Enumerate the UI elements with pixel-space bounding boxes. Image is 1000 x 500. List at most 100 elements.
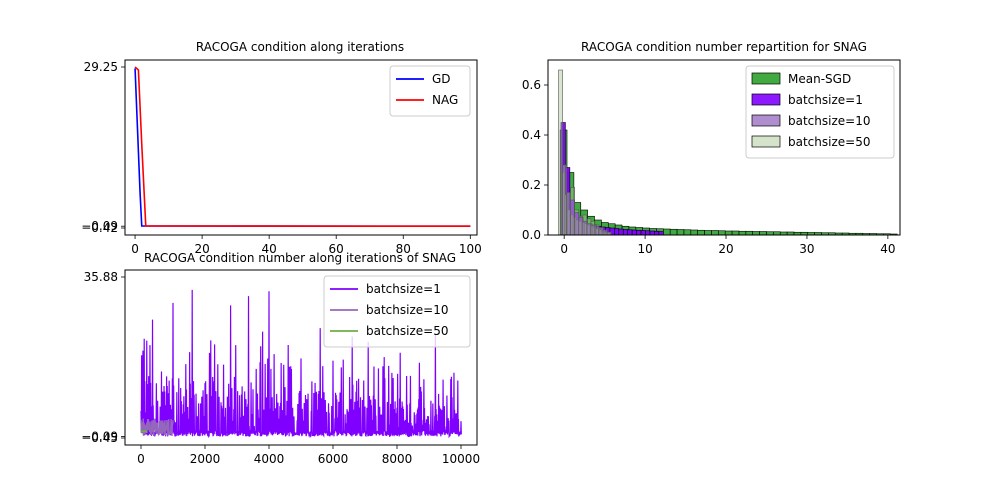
hist-bar	[636, 229, 642, 236]
y-tick-label: 35.88	[84, 270, 118, 284]
legend-swatch	[751, 72, 781, 85]
hist-bar	[683, 229, 692, 236]
hist-bar	[594, 224, 600, 236]
legend-box	[389, 65, 471, 117]
legend-box	[745, 65, 895, 159]
hist-bar	[711, 230, 719, 236]
x-tick-label: 0	[137, 452, 145, 466]
legend-label: GD	[432, 72, 451, 86]
legend-label: batchsize=1	[788, 93, 863, 107]
legend-swatch	[751, 135, 781, 148]
gd-nag-line-chart: RACOGA condition along iterations 0 20 40 6…	[81, 40, 482, 256]
series-line-batchsize-50	[140, 429, 148, 434]
plot-area: 0 10 20 30 40 0.0 0.2 0.4 0.6	[522, 69, 898, 256]
plot-area: 0 2000 4000 6000 8000 10000 35.88 −0.09−0.45	[81, 270, 480, 466]
hist-bar	[614, 228, 620, 236]
y-tick-label: −0.42	[81, 221, 118, 235]
hist-bar	[663, 228, 671, 236]
legend-box	[323, 275, 471, 348]
chart-title: RACOGA condition number along iterations…	[144, 251, 456, 265]
y-tick-label: 0.6	[522, 78, 541, 92]
legend: Mean-SGD batchsize=1 batchsize=10 batchsize…	[745, 65, 895, 159]
legend-label: batchsize=1	[366, 282, 441, 296]
hist-bar	[640, 230, 646, 236]
legend: batchsize=1 batchsize=10 batchsize=50	[323, 275, 471, 348]
axes-frame	[547, 59, 901, 236]
chart-title: RACOGA condition along iterations	[196, 40, 404, 54]
hist-bar	[631, 229, 637, 236]
y-tick-label: −0.09	[81, 429, 118, 443]
x-tick-label: 10	[637, 242, 652, 256]
y-tick-label: −0.09	[81, 219, 118, 233]
hist-bar	[618, 228, 624, 236]
x-tick-label: 100	[459, 242, 482, 256]
hist-bar	[598, 227, 604, 236]
x-tick-label: 6000	[318, 452, 349, 466]
snag-iterations-line-chart: RACOGA condition number along iterations…	[81, 251, 480, 466]
hist-bar	[752, 231, 760, 236]
hist-bar	[578, 215, 584, 236]
x-tick-label: 80	[396, 242, 411, 256]
x-tick-label: 20	[718, 242, 733, 256]
legend-label: batchsize=50	[788, 135, 870, 149]
hist-bar	[645, 230, 651, 236]
legend-swatch	[751, 114, 781, 127]
hist-bar	[724, 230, 733, 236]
snag-histogram-chart: RACOGA condition number repartition for …	[522, 40, 901, 256]
series-line-batchsize-1	[140, 289, 462, 439]
hist-bar	[669, 228, 678, 236]
hist-bar	[731, 230, 740, 236]
x-tick-label: 10000	[442, 452, 480, 466]
hist-bar	[704, 230, 712, 236]
hist-bar	[759, 231, 767, 236]
y-tick-label: 29.25	[84, 60, 118, 74]
hist-bar	[562, 164, 567, 236]
legend-label: batchsize=50	[366, 324, 448, 338]
hist-bar	[586, 218, 592, 236]
x-tick-label: 40	[262, 242, 277, 256]
hist-bar	[690, 229, 699, 236]
hist-bar	[558, 69, 563, 236]
x-tick-label: 20	[194, 242, 209, 256]
plot-area: 0 20 40 60 80 100 29.25 −0.09−0.42	[81, 60, 482, 256]
hist-bar	[676, 229, 685, 236]
hist-bar	[697, 229, 705, 236]
y-tick-label: −0.45	[81, 431, 118, 445]
x-tick-label: 30	[799, 242, 814, 256]
x-tick-label: 2000	[190, 452, 221, 466]
legend-label: batchsize=10	[366, 303, 448, 317]
x-tick-label: 40	[880, 242, 895, 256]
hist-bar	[622, 229, 629, 236]
y-tick-label: 0.4	[522, 128, 541, 142]
legend-swatch	[751, 93, 781, 106]
hist-bar	[574, 209, 580, 236]
legend: GD NAG	[389, 65, 471, 117]
series-line-nag	[134, 66, 471, 228]
hist-bar	[718, 230, 726, 236]
x-tick-label: 0	[560, 242, 568, 256]
hist-bar	[649, 230, 655, 236]
hist-bar	[658, 231, 664, 236]
x-tick-label: 60	[329, 242, 344, 256]
x-tick-label: 8000	[382, 452, 413, 466]
hist-bar	[570, 187, 576, 236]
legend-label: NAG	[432, 93, 458, 107]
legend-label: batchsize=10	[788, 114, 870, 128]
hist-bar	[590, 220, 596, 236]
legend-label: Mean-SGD	[788, 72, 851, 86]
hist-bar	[738, 230, 747, 236]
axes-frame	[124, 59, 478, 236]
x-tick-label: 0	[131, 242, 139, 256]
hist-bar	[654, 230, 660, 236]
y-tick-label: 0.0	[522, 228, 541, 242]
hist-bar	[627, 229, 633, 236]
x-tick-label: 4000	[254, 452, 285, 466]
hist-bar	[566, 192, 571, 236]
hist-bar	[602, 229, 608, 236]
hist-bar	[582, 214, 588, 236]
axes-frame	[124, 269, 478, 446]
chart-title: RACOGA condition number repartition for …	[581, 40, 867, 54]
y-tick-label: 0.2	[522, 178, 541, 192]
hist-bar	[745, 230, 754, 236]
